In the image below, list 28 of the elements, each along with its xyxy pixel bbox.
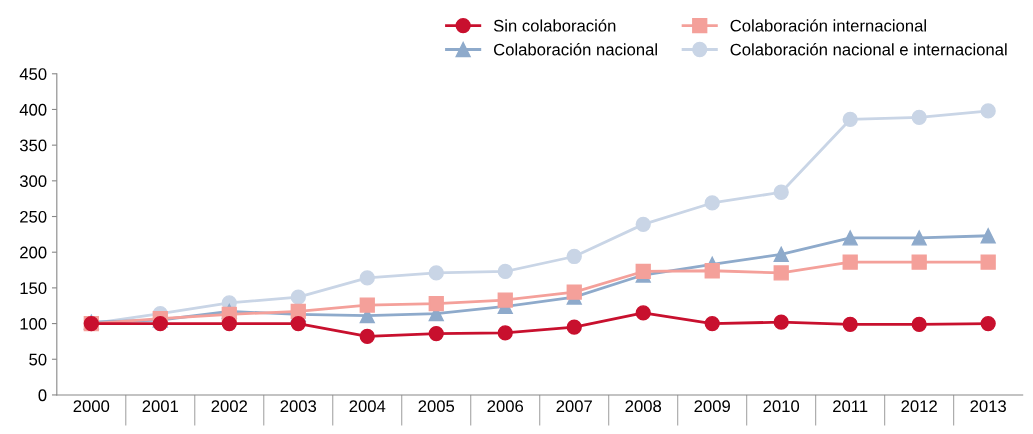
y-tick-label: 150 bbox=[20, 282, 47, 295]
x-tick-label: 2006 bbox=[487, 400, 524, 413]
legend-label: Sin colaboración bbox=[493, 19, 616, 32]
x-tick-label: 2004 bbox=[349, 400, 386, 413]
y-tick-label: 350 bbox=[19, 139, 47, 152]
x-tick-label: 2007 bbox=[556, 400, 592, 413]
y-tick-label: 450 bbox=[19, 68, 47, 80]
x-tick-label: 2002 bbox=[211, 400, 247, 413]
y-tick-label: 400 bbox=[19, 103, 47, 116]
y-tick-label: 100 bbox=[20, 317, 47, 330]
legend-label: Colaboración internacional bbox=[730, 19, 926, 32]
legend-label: Colaboración nacional bbox=[493, 43, 657, 56]
x-tick-label: 2009 bbox=[694, 400, 730, 413]
x-tick-label: 2008 bbox=[625, 400, 662, 413]
x-tick-label: 2000 bbox=[73, 400, 110, 413]
y-tick-label: 300 bbox=[19, 175, 47, 188]
legend-label: Colaboración nacional e internacional bbox=[730, 43, 1007, 56]
y-tick-label: 250 bbox=[20, 210, 47, 223]
x-tick-label: 2013 bbox=[970, 400, 1006, 413]
y-tick-label: 50 bbox=[29, 353, 47, 366]
x-tick-label: 2003 bbox=[280, 400, 317, 413]
x-tick-label: 2010 bbox=[763, 400, 800, 413]
x-tick-label: 2012 bbox=[901, 400, 937, 413]
x-tick-label: 2011 bbox=[833, 400, 868, 413]
x-tick-label: 2001 bbox=[142, 400, 179, 413]
x-tick-label: 2005 bbox=[418, 400, 455, 413]
y-tick-label: 0 bbox=[38, 389, 47, 402]
y-tick-label: 200 bbox=[20, 246, 47, 259]
